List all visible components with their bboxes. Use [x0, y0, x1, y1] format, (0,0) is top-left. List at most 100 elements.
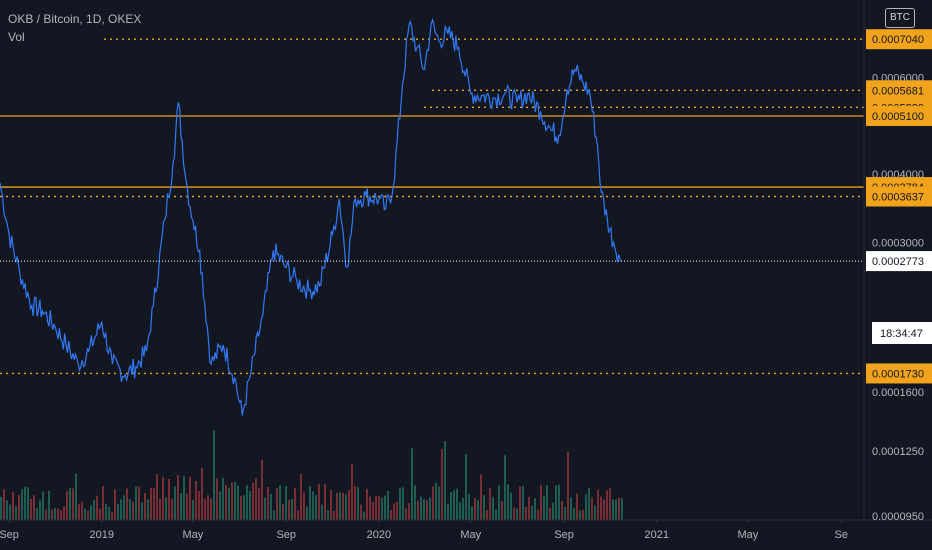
volume-bar — [519, 486, 521, 520]
volume-bar — [99, 508, 101, 520]
volume-bar — [57, 508, 59, 520]
volume-bar — [309, 486, 311, 520]
volume-bar — [324, 484, 326, 520]
volume-bar — [240, 495, 242, 520]
volume-bar — [162, 476, 164, 520]
volume-bar — [120, 499, 122, 520]
volume-bar — [60, 510, 62, 520]
volume-bar — [261, 460, 263, 520]
volume-bar — [510, 492, 512, 520]
volume-bar — [585, 494, 587, 520]
volume-bar — [291, 498, 293, 520]
volume-bar — [273, 510, 275, 520]
volume-bar — [468, 493, 470, 520]
volume-bar — [258, 487, 260, 520]
volume-bar — [405, 508, 407, 520]
volume-bar — [270, 493, 272, 520]
volume-bars — [0, 430, 623, 520]
last-price-tag: 0.0002773 — [866, 251, 932, 272]
volume-bar — [30, 498, 32, 520]
volume-bar — [471, 506, 473, 520]
volume-bar — [96, 495, 98, 520]
price-level-tag-label: 0.0005681 — [872, 85, 924, 97]
volume-bar — [549, 507, 551, 520]
volume-bar — [357, 487, 359, 520]
price-level-tag-label: 0.0001730 — [872, 368, 924, 380]
countdown-label: 18:34:47 — [880, 328, 923, 340]
volume-bar — [567, 451, 569, 520]
volume-label: Vol — [8, 30, 25, 44]
volume-bar — [222, 477, 224, 520]
volume-bar — [132, 501, 134, 520]
time-axis[interactable]: Sep 2019 May Sep 2020 May Sep 2021 May Se — [0, 520, 848, 541]
volume-bar — [312, 491, 314, 520]
volume-bar — [483, 495, 485, 520]
chart-legend: OKB / Bitcoin, 1D, OKEX Vol — [8, 10, 141, 46]
volume-bar — [420, 496, 422, 520]
time-tick-label: May — [182, 529, 203, 541]
volume-bar — [201, 468, 203, 520]
volume-bar — [579, 510, 581, 520]
volume-bar — [195, 480, 197, 520]
volume-bar — [330, 489, 332, 520]
volume-bar — [426, 500, 428, 520]
volume-bar — [459, 502, 461, 520]
volume-bar — [219, 491, 221, 520]
volume-bar — [621, 498, 623, 520]
volume-bar — [423, 499, 425, 520]
volume-bar — [66, 491, 68, 520]
volume-bar — [39, 500, 41, 520]
time-tick-label: 2020 — [367, 529, 391, 541]
volume-bar — [207, 495, 209, 520]
volume-bar — [495, 509, 497, 520]
volume-bar — [282, 504, 284, 520]
volume-bar — [237, 485, 239, 520]
volume-bar — [573, 507, 575, 520]
volume-bar — [300, 473, 302, 520]
price-tick-label: 0.0001600 — [872, 387, 924, 399]
volume-bar — [210, 498, 212, 520]
volume-bar — [165, 497, 167, 520]
time-tick-label: Sep — [554, 529, 574, 541]
volume-bar — [429, 497, 431, 520]
volume-bar — [75, 473, 77, 520]
volume-bar — [396, 501, 398, 520]
volume-bar — [129, 499, 131, 520]
price-level-tag-label: 0.0007040 — [872, 34, 924, 46]
volume-bar — [576, 493, 578, 520]
volume-bar — [333, 510, 335, 520]
volume-bar — [54, 507, 56, 520]
volume-bar — [135, 486, 137, 520]
volume-bar — [369, 496, 371, 520]
volume-bar — [594, 505, 596, 520]
volume-bar — [168, 478, 170, 520]
volume-bar — [474, 498, 476, 520]
volume-bar — [264, 497, 266, 520]
volume-bar — [363, 511, 365, 520]
volume-bar — [552, 502, 554, 520]
volume-bar — [285, 485, 287, 520]
volume-bar — [303, 492, 305, 520]
volume-bar — [534, 498, 536, 520]
volume-bar — [477, 500, 479, 520]
volume-bar — [297, 510, 299, 520]
volume-bar — [234, 482, 236, 520]
volume-bar — [438, 486, 440, 520]
volume-bar — [402, 487, 404, 520]
volume-bar — [315, 495, 317, 520]
volume-bar — [600, 496, 602, 520]
volume-bar — [441, 449, 443, 520]
price-level-tag-label: 0.0003637 — [872, 191, 924, 203]
volume-bar — [516, 508, 518, 520]
volume-bar — [345, 494, 347, 520]
currency-scale-button[interactable]: BTC — [885, 8, 915, 28]
volume-bar — [381, 497, 383, 520]
volume-bar — [456, 488, 458, 520]
volume-bar — [465, 454, 467, 520]
volume-bar — [102, 486, 104, 520]
volume-bar — [528, 497, 530, 520]
volume-bar — [366, 488, 368, 520]
volume-bar — [174, 486, 176, 520]
volume-bar — [111, 511, 113, 520]
